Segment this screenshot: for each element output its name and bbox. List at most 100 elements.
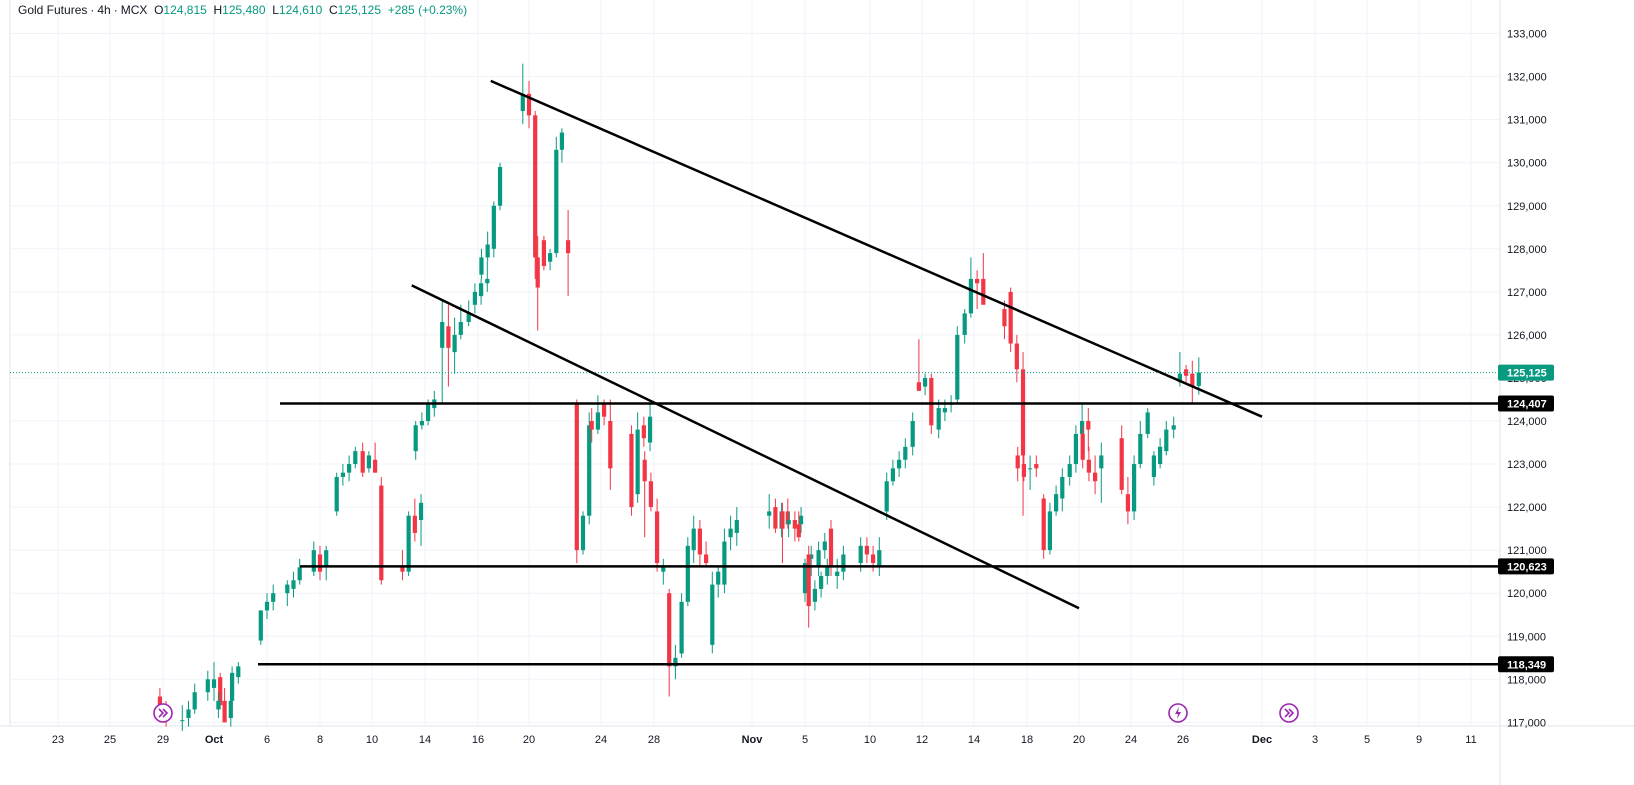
candle-body[interactable] (642, 459, 647, 482)
candle-body[interactable] (841, 554, 846, 572)
candle-body[interactable] (587, 425, 592, 516)
candle-body[interactable] (360, 451, 365, 473)
candle-body[interactable] (780, 511, 785, 529)
candle-body[interactable] (1014, 343, 1019, 370)
candle-body[interactable] (1060, 476, 1065, 499)
candle-body[interactable] (366, 455, 371, 469)
candle-body[interactable] (1047, 511, 1052, 551)
candle-body[interactable] (704, 554, 709, 564)
candle-body[interactable] (767, 511, 772, 516)
candle-body[interactable] (802, 563, 808, 594)
candle-body[interactable] (1164, 429, 1169, 452)
candle-body[interactable] (264, 601, 270, 611)
candle-body[interactable] (691, 528, 696, 551)
candle-body[interactable] (962, 313, 967, 335)
candle-body[interactable] (822, 541, 827, 551)
candle-body[interactable] (311, 550, 316, 572)
candle-body[interactable] (1002, 309, 1007, 327)
candle-body[interactable] (710, 584, 715, 645)
candle-body[interactable] (595, 412, 600, 430)
candle-body[interactable] (923, 377, 928, 387)
candle-body[interactable] (347, 464, 352, 473)
candle-body[interactable] (426, 403, 431, 421)
candle-body[interactable] (479, 283, 484, 297)
candle-body[interactable] (580, 515, 586, 551)
candle-body[interactable] (819, 575, 824, 589)
event-flash-icon[interactable] (1168, 703, 1188, 723)
candle-body[interactable] (1177, 373, 1182, 383)
candle-body[interactable] (975, 278, 980, 284)
candle-body[interactable] (816, 550, 821, 568)
candle-body[interactable] (673, 657, 678, 667)
candle-body[interactable] (942, 408, 947, 413)
candle-body[interactable] (574, 403, 579, 551)
trendline[interactable] (411, 284, 1080, 610)
candle-body[interactable] (236, 666, 241, 678)
candle-body[interactable] (806, 554, 811, 607)
candle-body[interactable] (1054, 494, 1059, 512)
candle-body[interactable] (258, 610, 263, 641)
candle-body[interactable] (1067, 464, 1072, 477)
candle-body[interactable] (406, 515, 411, 572)
candle-body[interactable] (548, 253, 553, 262)
candle-body[interactable] (890, 468, 895, 482)
candle-body[interactable] (554, 149, 559, 254)
candle-body[interactable] (1080, 433, 1085, 460)
candle-body[interactable] (1125, 494, 1130, 512)
candle-body[interactable] (566, 240, 571, 254)
candle-body[interactable] (472, 291, 477, 305)
candle-body[interactable] (1086, 421, 1091, 430)
candle-body[interactable] (773, 507, 778, 529)
candle-body[interactable] (400, 567, 405, 572)
candle-body[interactable] (1080, 421, 1085, 434)
candle-body[interactable] (334, 476, 339, 512)
candle-body[interactable] (340, 472, 345, 477)
candle-body[interactable] (871, 554, 876, 564)
candle-body[interactable] (180, 720, 185, 722)
candle-body[interactable] (497, 167, 503, 206)
candle-body[interactable] (812, 588, 817, 602)
symbol-name[interactable]: Gold Futures (18, 3, 88, 17)
event-skip-icon[interactable] (1279, 703, 1299, 723)
candle-body[interactable] (608, 421, 613, 469)
candle-body[interactable] (1132, 464, 1137, 512)
candle-body[interactable] (792, 520, 797, 529)
candle-body[interactable] (835, 571, 840, 576)
candle-body[interactable] (1086, 459, 1091, 473)
candle-body[interactable] (271, 593, 276, 602)
candle-body[interactable] (910, 421, 915, 447)
candle-body[interactable] (685, 545, 690, 602)
candle-body[interactable] (1041, 498, 1046, 551)
candle-body[interactable] (798, 515, 804, 525)
candle-body[interactable] (1034, 464, 1039, 469)
event-skip-icon[interactable] (153, 703, 173, 723)
candle-body[interactable] (1190, 373, 1195, 387)
candle-body[interactable] (186, 709, 191, 719)
candle-body[interactable] (602, 403, 607, 417)
trendline[interactable] (490, 79, 1263, 418)
candle-body[interactable] (533, 115, 538, 258)
candle-body[interactable] (679, 601, 684, 654)
candle-body[interactable] (559, 132, 564, 150)
candle-body[interactable] (916, 382, 921, 391)
candle-body[interactable] (728, 528, 733, 538)
candle-body[interactable] (491, 205, 496, 249)
candle-body[interactable] (936, 408, 941, 430)
candle-body[interactable] (828, 528, 834, 568)
candle-body[interactable] (373, 459, 378, 473)
candle-body[interactable] (297, 567, 302, 581)
candle-body[interactable] (1138, 433, 1143, 465)
candle-body[interactable] (285, 584, 290, 594)
candle-body[interactable] (589, 421, 594, 430)
candle-body[interactable] (796, 524, 801, 538)
candle-body[interactable] (1073, 433, 1078, 465)
candle-body[interactable] (485, 278, 490, 284)
candle-body[interactable] (520, 93, 525, 112)
candle-body[interactable] (317, 554, 323, 572)
candle-body[interactable] (1028, 468, 1033, 470)
candle-body[interactable] (641, 425, 646, 439)
candle-body[interactable] (734, 520, 739, 533)
candle-body[interactable] (1145, 412, 1150, 434)
candle-body[interactable] (192, 692, 197, 710)
candle-body[interactable] (418, 502, 424, 521)
